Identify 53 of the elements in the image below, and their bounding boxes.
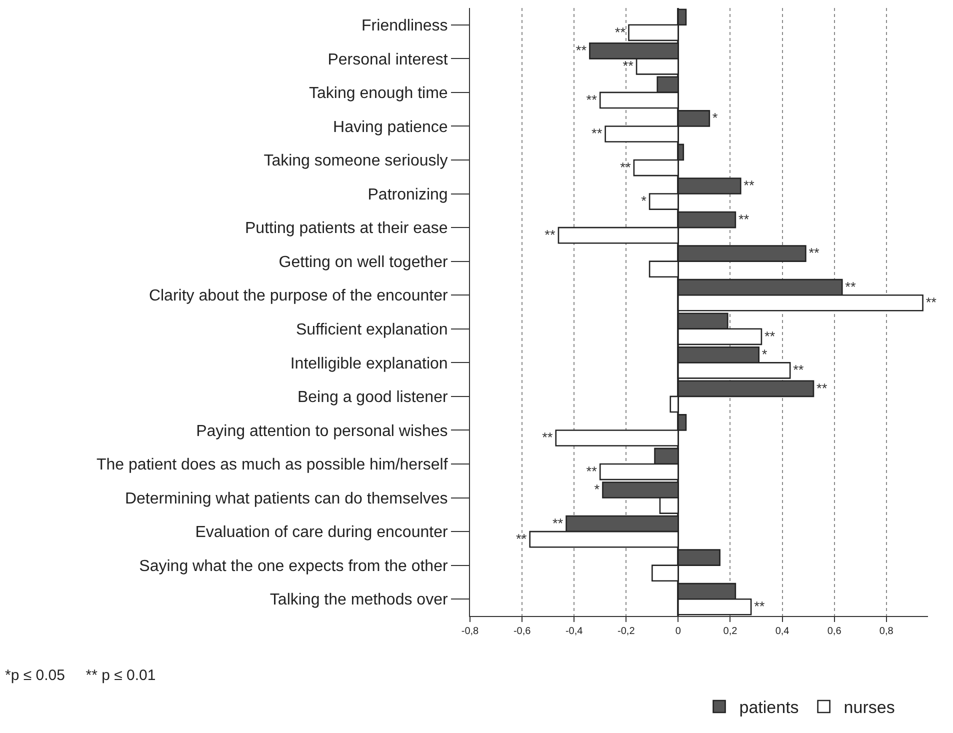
data-label: **	[793, 362, 804, 378]
x-tick-label: 0,4	[775, 626, 790, 637]
data-label: **	[754, 598, 766, 614]
text: *p ≤ 0.05 ** p ≤ 0.01	[5, 667, 156, 684]
x-tick-label: -0,8	[461, 626, 480, 637]
data-label: **	[738, 212, 750, 227]
y-tick-label: Clarity about the purpose of the encounter	[148, 288, 448, 305]
y-tick-label: Paying attention to personal wishes	[196, 422, 448, 440]
data-label: *	[712, 110, 718, 126]
x-tick-label: 0,2	[723, 626, 738, 637]
y-tick-label: The patient does as much as possible him/herself	[96, 456, 448, 474]
data-label: **	[620, 160, 632, 175]
x-tick-label: -0,4	[565, 626, 584, 637]
y-tick-label: Getting on well together	[278, 254, 448, 271]
x-tick-label: 0	[675, 626, 682, 637]
y-tick-label: Saying what the one expects from the other	[139, 558, 448, 575]
data-label: **	[576, 43, 588, 58]
data-label: **	[622, 58, 634, 74]
data-label: **	[845, 279, 856, 294]
y-tick-label: Determining what patients can do themselves	[124, 490, 448, 508]
y-tick-label: Having patience	[333, 118, 448, 136]
y-tick-label: Friendliness	[362, 17, 448, 34]
y-tick-label: Talking the methods over	[270, 592, 448, 609]
x-tick-label: 0,8	[879, 626, 894, 637]
data-label: **	[542, 430, 554, 446]
data-label: **	[926, 294, 938, 310]
data-label: *	[594, 482, 600, 498]
y-tick-label: Taking enough time	[309, 85, 448, 102]
data-label: *	[762, 347, 768, 362]
data-label: **	[816, 380, 828, 396]
data-label: **	[764, 328, 776, 344]
data-label: **	[808, 246, 820, 261]
data-label: **	[544, 227, 556, 242]
data-label: **	[586, 464, 598, 479]
x-tick-label: -0,6	[513, 626, 532, 637]
y-tick-label: Personal interest	[328, 51, 448, 68]
y-tick-label: Intelligible explanation	[290, 355, 448, 372]
data-label: *	[641, 194, 648, 209]
x-tick-label: -0,2	[618, 626, 636, 637]
legend-label: nurses	[844, 698, 895, 718]
data-label: **	[614, 24, 626, 40]
y-tick-label: Putting patients at their ease	[245, 220, 448, 238]
data-label: **	[586, 92, 598, 108]
data-label: **	[552, 516, 564, 531]
data-label: **	[744, 178, 755, 194]
legend-label: patients	[739, 698, 799, 718]
y-tick-label: Evaluation of care during encounter	[195, 524, 448, 542]
y-tick-label: Being a good listener	[297, 389, 448, 406]
x-tick-label: 0,6	[827, 626, 842, 637]
y-tick-label: Taking someone seriously	[264, 152, 448, 170]
data-label: **	[592, 126, 603, 142]
y-tick-label: Patronizing	[368, 186, 448, 204]
y-tick-label: Sufficient explanation	[296, 321, 448, 338]
